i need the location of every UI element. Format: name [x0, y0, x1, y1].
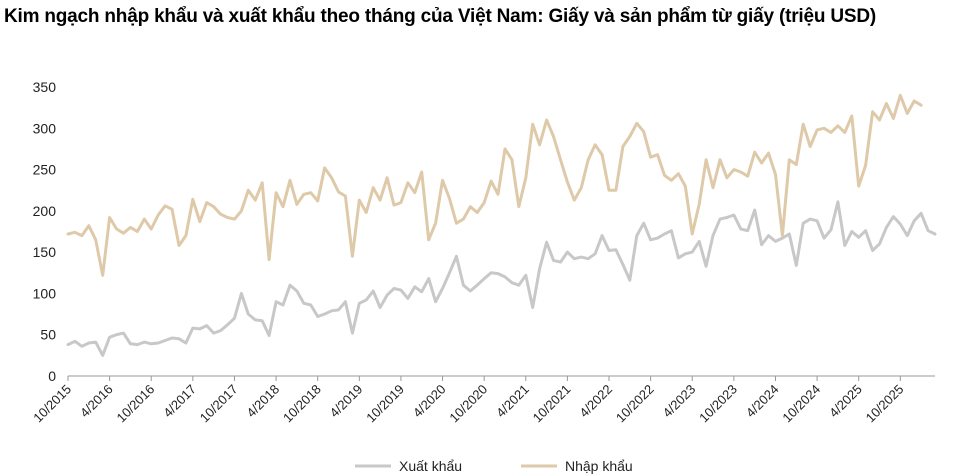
x-tick-label: 4/2018	[243, 382, 282, 421]
x-tick-label: 10/2025	[863, 382, 907, 426]
legend-label: Xuất khẩu	[399, 458, 462, 474]
y-tick-label: 100	[33, 285, 57, 301]
y-tick-label: 250	[33, 162, 57, 178]
x-tick-label: 4/2016	[77, 382, 116, 421]
y-tick-label: 150	[33, 244, 57, 260]
x-tick-label: 4/2022	[576, 382, 615, 421]
y-tick-label: 300	[33, 120, 57, 136]
chart-title: Kim ngạch nhập khẩu và xuất khẩu theo th…	[4, 6, 876, 27]
x-tick-label: 4/2021	[493, 382, 532, 421]
series-line-export	[66, 200, 937, 357]
x-tick-label: 4/2017	[160, 382, 199, 421]
x-tick-label: 10/2021	[530, 382, 574, 426]
y-tick-label: 350	[33, 79, 57, 95]
x-tick-label: 10/2018	[280, 382, 324, 426]
x-tick-label: 4/2025	[826, 382, 865, 421]
x-tick-label: 10/2017	[197, 382, 241, 426]
y-tick-label: 50	[40, 327, 56, 343]
x-tick-label: 10/2024	[779, 382, 823, 426]
x-tick-label: 4/2019	[327, 382, 366, 421]
plot-area	[66, 93, 937, 357]
x-tick-label: 10/2020	[446, 382, 490, 426]
legend: Xuất khẩu Nhập khẩu	[355, 458, 633, 474]
y-tick-label: 0	[48, 368, 56, 384]
legend-label: Nhập khẩu	[565, 458, 633, 474]
y-tick-label: 200	[33, 203, 57, 219]
x-tick-label: 10/2015	[30, 382, 74, 426]
x-tick-label: 4/2023	[660, 382, 699, 421]
x-tick-label: 4/2024	[743, 382, 782, 421]
series-line-import	[66, 93, 923, 277]
x-tick-label: 10/2016	[114, 382, 158, 426]
x-tick-label: 10/2019	[363, 382, 407, 426]
y-axis: 0 50 100 150 200 250 300 350	[33, 79, 57, 384]
x-tick-label: 10/2023	[696, 382, 740, 426]
x-tick-label: 10/2022	[613, 382, 657, 426]
x-tick-label: 4/2020	[410, 382, 449, 421]
